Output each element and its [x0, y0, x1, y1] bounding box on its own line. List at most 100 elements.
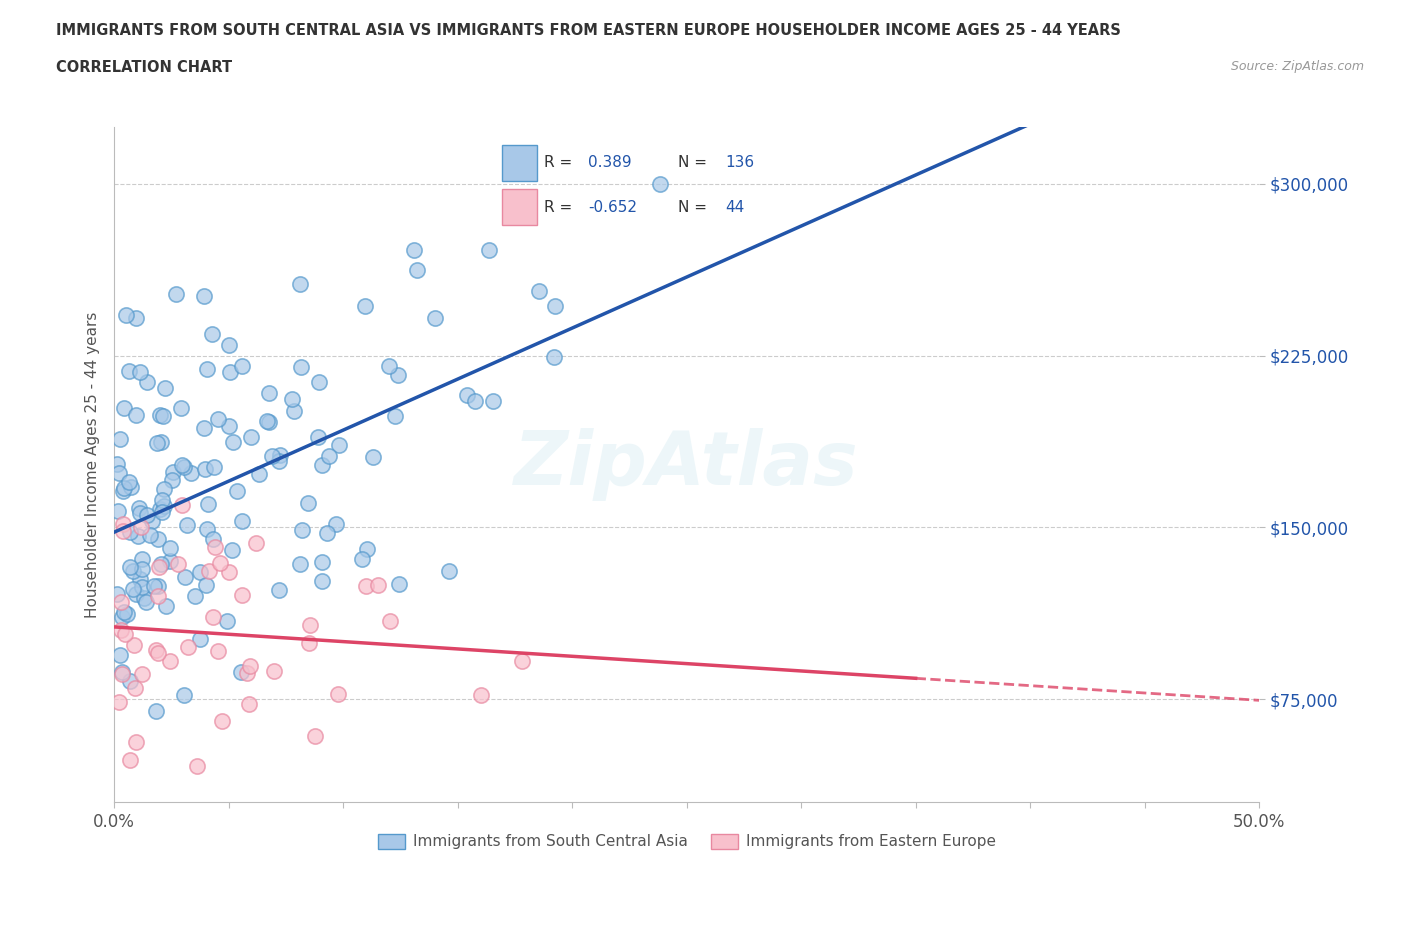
Point — [125, 735, 148, 750]
Point — [202, 610, 225, 625]
Point — [146, 531, 169, 546]
Point — [111, 665, 134, 680]
Point — [150, 493, 173, 508]
Point — [120, 525, 142, 539]
Point — [180, 466, 202, 481]
Point — [207, 412, 229, 427]
Point — [193, 420, 215, 435]
Point — [229, 665, 252, 680]
Point — [112, 401, 135, 416]
Point — [283, 403, 305, 418]
Point — [356, 541, 378, 556]
Point — [105, 457, 128, 472]
Point — [183, 589, 205, 604]
Point — [219, 365, 242, 380]
Point — [325, 517, 347, 532]
Point — [260, 449, 283, 464]
Point — [195, 362, 218, 377]
Point — [149, 502, 172, 517]
Point — [201, 531, 224, 546]
Point — [437, 564, 460, 578]
Point — [173, 459, 195, 474]
Point — [195, 522, 218, 537]
Point — [124, 310, 146, 325]
Point — [226, 484, 249, 498]
Point — [120, 480, 142, 495]
Point — [108, 648, 131, 663]
Point — [118, 673, 141, 688]
Point — [148, 560, 170, 575]
Point — [247, 466, 270, 481]
Point — [117, 364, 139, 379]
Point — [316, 525, 339, 540]
Point — [122, 564, 145, 578]
Point — [135, 594, 157, 609]
Point — [387, 367, 409, 382]
Point — [298, 636, 321, 651]
Point — [172, 498, 194, 512]
Point — [543, 350, 565, 365]
Point — [304, 729, 326, 744]
Point — [269, 448, 291, 463]
Point — [172, 458, 194, 472]
Point — [188, 565, 211, 579]
Point — [238, 697, 260, 711]
Point — [367, 578, 389, 592]
Point — [318, 448, 340, 463]
Point — [124, 587, 146, 602]
Point — [263, 664, 285, 679]
Point — [240, 430, 263, 445]
Point — [207, 644, 229, 658]
Point — [155, 599, 177, 614]
Point — [118, 474, 141, 489]
Point — [146, 579, 169, 594]
Point — [174, 569, 197, 584]
Point — [134, 591, 156, 605]
Point — [311, 458, 333, 472]
Point — [221, 542, 243, 557]
Point — [267, 583, 290, 598]
Point — [202, 459, 225, 474]
Point — [131, 551, 153, 566]
Point — [256, 414, 278, 429]
Y-axis label: Householder Income Ages 25 - 44 years: Householder Income Ages 25 - 44 years — [86, 312, 100, 618]
Point — [231, 588, 253, 603]
Point — [290, 360, 312, 375]
Point — [297, 496, 319, 511]
Point — [280, 392, 302, 406]
Point — [239, 659, 262, 674]
Point — [378, 359, 401, 374]
Point — [120, 560, 142, 575]
Point — [307, 429, 329, 444]
Point — [135, 508, 157, 523]
Point — [308, 375, 330, 390]
Point — [222, 434, 245, 449]
Legend: Immigrants from South Central Asia, Immigrants from Eastern Europe: Immigrants from South Central Asia, Immi… — [371, 828, 1002, 856]
Text: Source: ZipAtlas.com: Source: ZipAtlas.com — [1230, 60, 1364, 73]
Point — [186, 758, 208, 773]
Point — [143, 579, 166, 594]
Point — [129, 506, 152, 521]
Point — [115, 308, 138, 323]
Point — [152, 408, 174, 423]
Point — [354, 578, 377, 593]
Point — [150, 434, 173, 449]
Point — [159, 541, 181, 556]
Point — [111, 667, 134, 682]
Point — [122, 581, 145, 596]
Point — [120, 752, 142, 767]
Point — [378, 614, 401, 629]
Point — [150, 504, 173, 519]
Point — [361, 449, 384, 464]
Point — [162, 464, 184, 479]
Point — [146, 646, 169, 661]
Point — [194, 462, 217, 477]
Point — [204, 539, 226, 554]
Point — [112, 517, 135, 532]
Point — [384, 409, 406, 424]
Point — [298, 618, 321, 632]
Point — [141, 513, 163, 528]
Point — [153, 380, 176, 395]
Point — [201, 326, 224, 341]
Point — [208, 555, 231, 570]
